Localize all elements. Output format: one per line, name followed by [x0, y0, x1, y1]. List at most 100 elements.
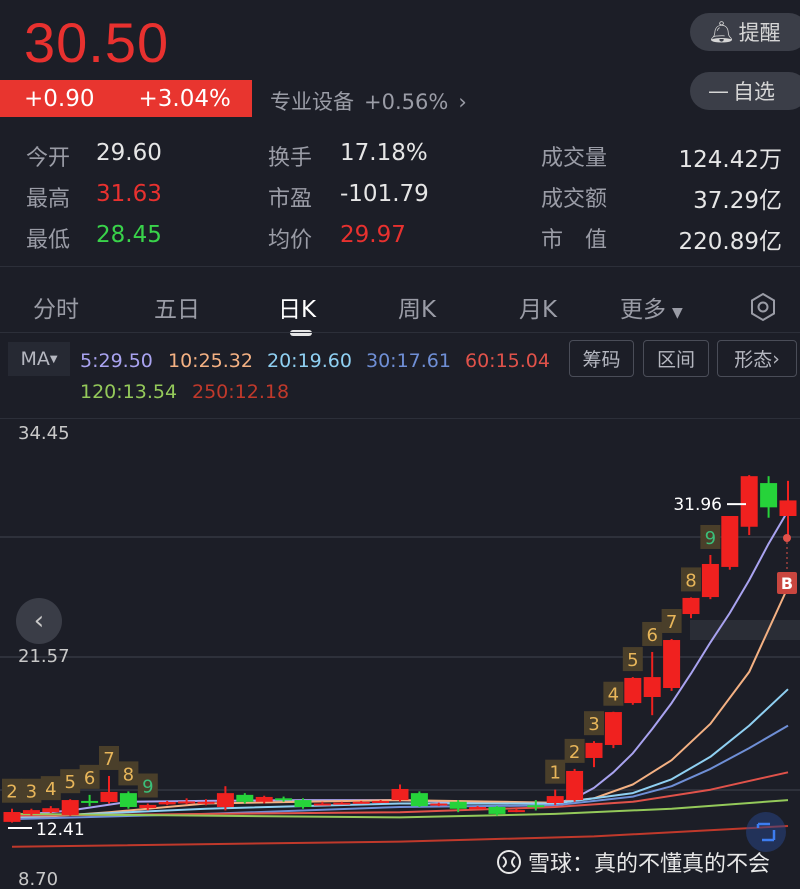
candle-body [430, 803, 448, 806]
candle-body [585, 742, 603, 758]
ma-value: 250:12.18 [192, 381, 290, 403]
td-count-label: 6 [84, 768, 95, 789]
td-count-label: 7 [103, 749, 114, 770]
pattern-button[interactable]: 形态 › [717, 340, 797, 377]
candle-body [566, 770, 584, 801]
tab-five-day[interactable]: 五日 [154, 297, 200, 323]
candle-body [178, 801, 196, 804]
candle-body [546, 796, 564, 804]
candle-body [701, 563, 719, 598]
watchlist-label: 自选 [733, 80, 775, 104]
td-count-box [118, 761, 139, 786]
stat-value: 28.45 [96, 222, 162, 248]
caret-down-icon: ▼ [672, 305, 683, 321]
td-count-box [622, 647, 643, 672]
candle-body [507, 810, 525, 813]
td-count-label: 1 [549, 763, 560, 784]
stat-value: -101.79 [340, 181, 429, 207]
stat-item: 市盈 -101.79 [268, 181, 429, 213]
candle-body [391, 788, 409, 801]
stat-label: 换手 [268, 146, 313, 171]
candle-body [643, 677, 661, 698]
stat-value: 29.97 [340, 222, 406, 248]
candle-body [81, 800, 99, 803]
td-count-box [2, 778, 22, 803]
ma-value: 5:29.50 [80, 350, 153, 372]
chips-button[interactable]: 筹码 [569, 340, 634, 377]
ma-line-ma20 [11, 688, 789, 819]
caret-down-icon: ▼ [49, 353, 58, 365]
td-count-box [545, 759, 566, 784]
remove-watchlist-button[interactable]: — 自选 [690, 72, 800, 110]
high-price-label: 31.96 [673, 495, 722, 515]
candle-body [42, 808, 60, 813]
y-tick-label: 8.70 [18, 869, 58, 889]
alert-button[interactable]: 🔔︎ 提醒 [690, 13, 800, 51]
sector-change: +0.56% [364, 90, 449, 114]
td-count-label: 5 [627, 650, 638, 671]
ma-line-ma250 [11, 825, 789, 848]
td-count-box [584, 711, 604, 736]
td-count-label: 4 [608, 685, 619, 706]
candle-body [740, 476, 758, 527]
ma-value: 60:15.04 [465, 350, 550, 372]
tab-weekly-k[interactable]: 周K [398, 297, 437, 323]
fullscreen-icon [756, 822, 776, 842]
stat-item: 今开 29.60 [26, 140, 162, 172]
candle-body [721, 516, 739, 567]
tab-monthly-k[interactable]: 月K [519, 297, 558, 323]
td-count-label: 7 [666, 612, 677, 633]
stat-item: 市 值 220.89亿 [541, 222, 782, 255]
chevron-left-icon[interactable]: ‹ [16, 598, 62, 644]
watermark: 雪球：真的不懂真的不会 [496, 846, 770, 878]
candle-body [624, 677, 642, 704]
stat-value: 220.89亿 [678, 229, 782, 255]
sector-name: 专业设备 [270, 90, 354, 114]
ma-line-ma60 [11, 771, 789, 817]
signal-dot [783, 534, 791, 542]
td-count-box [564, 738, 585, 763]
td-count-box [99, 745, 119, 770]
td-count-box [137, 773, 158, 798]
td-count-label: 9 [705, 528, 716, 549]
watermark-text: 雪球：真的不懂真的不会 [528, 852, 771, 877]
buy-signal-badge [777, 572, 797, 594]
ma-line-ma30 [11, 724, 789, 821]
candle-body [275, 798, 293, 801]
stat-label: 今开 [26, 146, 71, 171]
stat-label: 均价 [268, 228, 313, 253]
stat-value: 37.29亿 [693, 188, 782, 214]
indicator-select[interactable]: MA ▼ [8, 342, 70, 376]
td-count-label: 8 [685, 570, 696, 591]
td-count-box [21, 778, 42, 803]
stat-label: 成交量 [541, 146, 608, 171]
candle-body [255, 796, 273, 802]
settings-icon[interactable] [748, 292, 778, 322]
td-count-box [603, 681, 624, 706]
candle-body [119, 793, 137, 807]
change-badge: +0.90 +3.04% [0, 80, 252, 117]
minus-icon: — [708, 79, 729, 103]
low-price-label: 12.41 [36, 820, 85, 840]
tab-more[interactable]: 更多 ▼ [620, 290, 683, 324]
td-count-box [60, 769, 81, 794]
tab-daily-k[interactable]: 日K [278, 297, 317, 323]
tab-intraday[interactable]: 分时 [33, 297, 79, 323]
ma-value: 30:17.61 [366, 350, 451, 372]
range-button[interactable]: 区间 [643, 340, 709, 377]
td-count-label: 6 [646, 625, 657, 646]
sector-link[interactable]: 专业设备 +0.56% › [270, 86, 477, 116]
candle-body [469, 806, 487, 809]
candle-body [449, 801, 467, 809]
candle-body [100, 791, 118, 802]
candle-body [22, 810, 40, 814]
td-count-label: 5 [64, 772, 75, 793]
candle-body [3, 812, 21, 822]
td-count-box [661, 608, 682, 633]
chevron-right-icon: › [772, 347, 780, 370]
period-tabs: 分时 五日 日K 周K 月K 更多 ▼ [0, 284, 800, 336]
stat-value: 29.60 [96, 140, 162, 166]
candle-body [236, 794, 254, 802]
fullscreen-button[interactable] [746, 812, 786, 852]
